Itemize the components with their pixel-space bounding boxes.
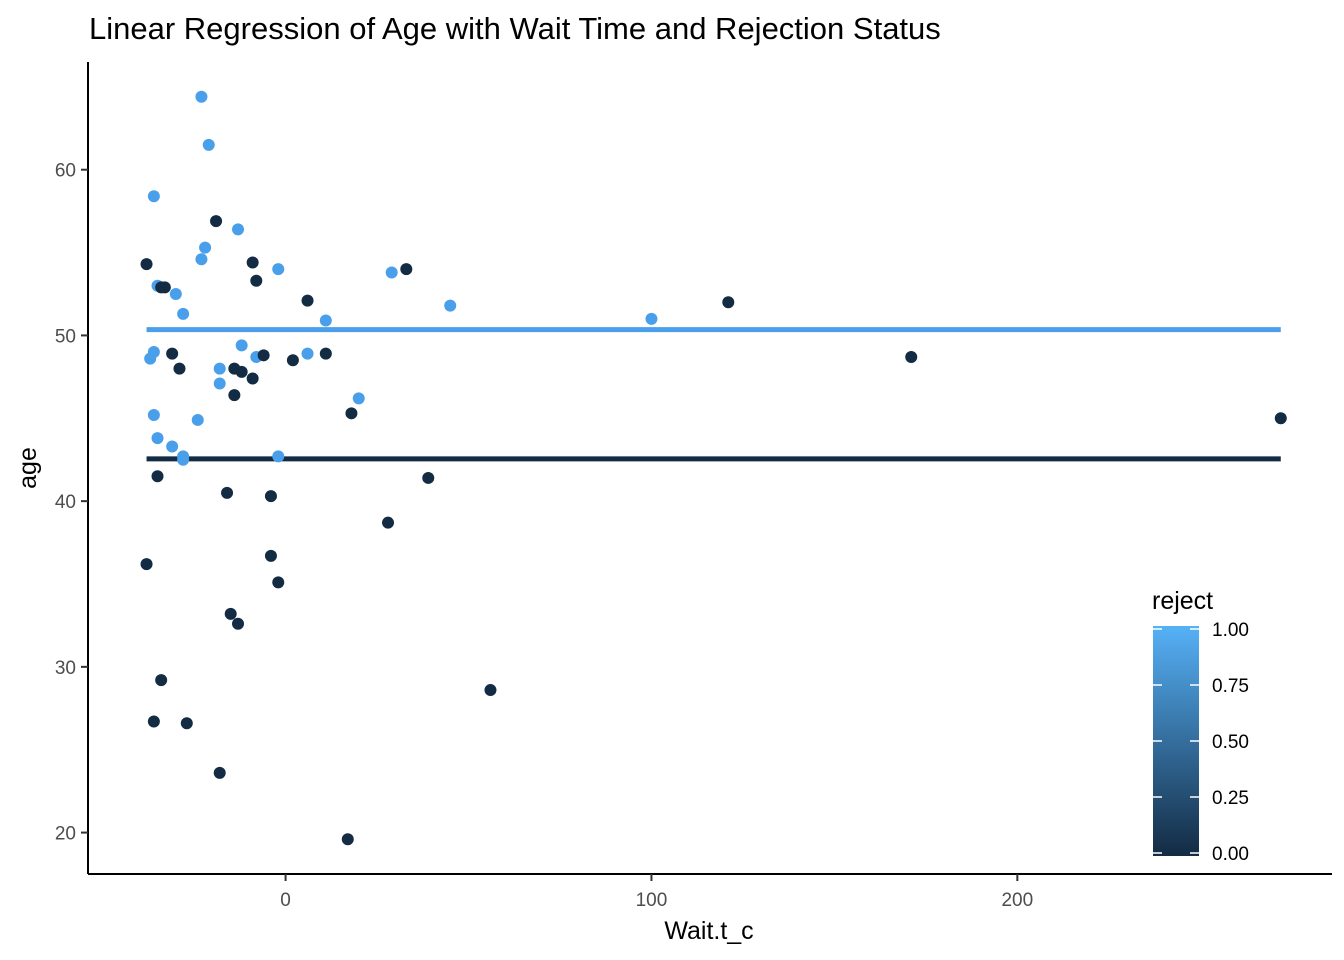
- data-point-reject-0: [213, 766, 226, 779]
- legend-tick-label: 0.50: [1212, 732, 1249, 753]
- data-point-reject-1: [166, 440, 179, 453]
- data-point-reject-1: [645, 312, 658, 325]
- legend-tick-label: 0.75: [1212, 676, 1249, 697]
- data-point-reject-1: [272, 263, 285, 276]
- x-tick-label: 100: [636, 890, 668, 911]
- y-tick-label: 60: [55, 161, 76, 182]
- y-tick-label: 30: [55, 658, 76, 679]
- data-point-reject-1: [195, 90, 208, 103]
- data-point-reject-0: [301, 294, 314, 307]
- data-point-reject-0: [905, 350, 918, 363]
- x-tick-label: 0: [280, 890, 291, 911]
- data-point-reject-1: [199, 241, 212, 254]
- data-point-reject-1: [385, 266, 398, 279]
- data-point-reject-1: [169, 288, 182, 300]
- data-point-reject-0: [250, 274, 263, 287]
- data-point-reject-0: [235, 365, 248, 378]
- legend-tick-label: 0.00: [1212, 844, 1249, 865]
- data-point-reject-0: [422, 471, 435, 484]
- data-point-reject-0: [140, 558, 153, 571]
- y-tick-label: 20: [55, 824, 76, 845]
- regression-lines: [146, 327, 1281, 462]
- data-point-reject-0: [257, 349, 270, 362]
- data-point-reject-0: [173, 362, 186, 375]
- y-axis-ticks: 20 30 40 50 60: [55, 161, 88, 845]
- data-point-reject-1: [235, 339, 248, 352]
- data-point-reject-0: [345, 407, 358, 420]
- data-point-reject-0: [147, 715, 160, 728]
- data-point-reject-1: [213, 377, 226, 390]
- x-tick-label: 200: [1001, 890, 1033, 911]
- data-point-reject-0: [180, 717, 193, 730]
- data-point-reject-1: [147, 408, 160, 421]
- data-point-reject-0: [151, 470, 164, 483]
- data-point-reject-1: [151, 432, 164, 445]
- y-tick-label: 50: [55, 326, 76, 347]
- data-point-reject-0: [210, 215, 223, 228]
- data-point-reject-0: [272, 576, 285, 589]
- data-point-reject-1: [444, 299, 457, 312]
- y-tick-label: 40: [55, 492, 76, 513]
- data-point-reject-1: [232, 223, 245, 236]
- data-point-reject-1: [202, 138, 215, 151]
- data-point-reject-0: [166, 347, 179, 360]
- data-point-reject-1: [213, 362, 226, 375]
- data-point-reject-0: [484, 684, 497, 697]
- legend-ticks: 1.00 0.75 0.50 0.25 0.00: [1153, 620, 1249, 865]
- data-point-reject-1: [177, 307, 190, 320]
- data-point-reject-0: [155, 674, 168, 687]
- chart-title: Linear Regression of Age with Wait Time …: [89, 11, 941, 46]
- data-point-reject-1: [195, 253, 208, 266]
- plot-area: [140, 90, 1287, 846]
- data-point-reject-0: [264, 549, 277, 562]
- y-axis-title: age: [14, 447, 42, 489]
- data-point-reject-0: [264, 490, 277, 503]
- data-point-reject-0: [400, 263, 413, 276]
- x-axis-title: Wait.t_c: [664, 917, 753, 945]
- color-legend: reject 1.00 0.75 0.50 0.25 0.00: [1152, 587, 1249, 865]
- data-point-reject-0: [382, 516, 395, 529]
- legend-tick-label: 0.25: [1212, 788, 1249, 809]
- data-point-reject-0: [228, 389, 241, 402]
- data-point-reject-0: [246, 372, 259, 385]
- data-points: [140, 90, 1287, 846]
- data-point-reject-1: [144, 352, 157, 365]
- data-point-reject-1: [147, 190, 160, 203]
- data-point-reject-1: [352, 392, 365, 405]
- data-point-reject-0: [286, 354, 299, 367]
- data-point-reject-1: [272, 450, 285, 463]
- data-point-reject-1: [301, 347, 314, 360]
- data-point-reject-1: [319, 314, 332, 327]
- data-point-reject-0: [221, 486, 234, 499]
- data-point-reject-0: [341, 833, 354, 846]
- data-point-reject-0: [155, 281, 168, 294]
- x-axis-ticks: 0 100 200: [280, 874, 1033, 911]
- legend-tick-label: 1.00: [1212, 620, 1249, 641]
- data-point-reject-0: [232, 617, 245, 630]
- data-point-reject-1: [191, 413, 204, 426]
- data-point-reject-0: [1274, 412, 1287, 425]
- data-point-reject-0: [246, 256, 259, 269]
- legend-title: reject: [1152, 587, 1213, 615]
- data-point-reject-0: [224, 607, 237, 620]
- data-point-reject-1: [177, 453, 190, 466]
- data-point-reject-0: [722, 296, 735, 309]
- data-point-reject-0: [319, 347, 332, 360]
- data-point-reject-0: [140, 258, 153, 271]
